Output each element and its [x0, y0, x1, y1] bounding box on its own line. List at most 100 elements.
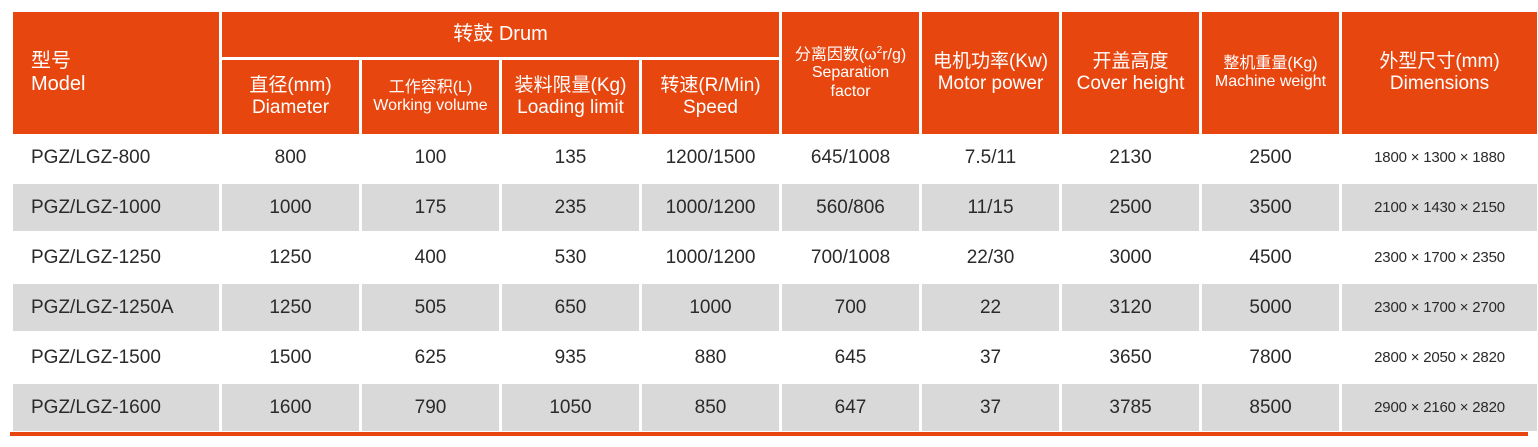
weight-cell: 4500: [1202, 234, 1340, 284]
dimensions-cell: 2100 × 1430 × 2150: [1342, 184, 1538, 234]
model-cell: PGZ/LGZ-1250: [13, 234, 219, 284]
weight-cell: 7800: [1202, 334, 1340, 384]
loading-cell: 235: [502, 184, 639, 234]
separation-header-cn: 分离因数(ω2r/g): [794, 44, 907, 64]
loading-cell: 135: [502, 134, 639, 184]
weight-cell: 5000: [1202, 284, 1340, 334]
dimensions-header-en: Dimensions: [1389, 73, 1490, 94]
loading-cell: 530: [502, 234, 639, 284]
separation-header-en-1: Separation: [811, 64, 890, 82]
model-cell: PGZ/LGZ-1250A: [13, 284, 219, 334]
model-header: 型号 Model: [13, 12, 219, 134]
separation-cell: 645/1008: [782, 134, 920, 184]
separation-cell: 700: [782, 284, 920, 334]
dimensions-cell: 2300 × 1700 × 2350: [1342, 234, 1538, 284]
cover-cell: 3785: [1062, 384, 1200, 434]
speed-cell: 1000/1200: [642, 184, 780, 234]
volume-cell: 505: [362, 284, 499, 334]
table-body: PGZ/LGZ-800 800 100 135 1200/1500 645/10…: [13, 134, 1538, 434]
dimensions-cell: 1800 × 1300 × 1880: [1342, 134, 1538, 184]
weight-cell: 2500: [1202, 134, 1340, 184]
table-header: 型号 Model 转鼓 Drum 分离因数(ω2r/g) Separation …: [13, 12, 1538, 134]
separation-cell: 647: [782, 384, 920, 434]
volume-header-cn: 工作容积(L): [388, 78, 473, 96]
speed-cell: 1000: [642, 284, 780, 334]
cover-header: 开盖高度 Cover height: [1062, 12, 1200, 134]
weight-header: 整机重量(Kg) Machine weight: [1202, 12, 1340, 134]
drum-group-header: 转鼓 Drum: [222, 12, 780, 60]
speed-cell: 850: [642, 384, 780, 434]
model-cell: PGZ/LGZ-1500: [13, 334, 219, 384]
weight-cell: 3500: [1202, 184, 1340, 234]
model-header-cn: 型号: [31, 50, 71, 72]
spec-table: 型号 Model 转鼓 Drum 分离因数(ω2r/g) Separation …: [10, 12, 1538, 434]
motor-header-cn: 电机功率(Kw): [932, 51, 1049, 73]
cover-cell: 3120: [1062, 284, 1200, 334]
volume-cell: 175: [362, 184, 499, 234]
separation-header: 分离因数(ω2r/g) Separation factor: [782, 12, 920, 134]
dimensions-cell: 2300 × 1700 × 2700: [1342, 284, 1538, 334]
motor-cell: 11/15: [922, 184, 1060, 234]
model-header-en: Model: [31, 73, 86, 95]
table-row: PGZ/LGZ-800 800 100 135 1200/1500 645/10…: [13, 134, 1538, 184]
separation-header-en-2: factor: [830, 82, 871, 100]
volume-header-en: Working volume: [373, 97, 488, 114]
diameter-cell: 1250: [222, 234, 359, 284]
diameter-cell: 1500: [222, 334, 359, 384]
weight-header-en: Machine weight: [1214, 73, 1327, 90]
loading-cell: 650: [502, 284, 639, 334]
loading-cell: 1050: [502, 384, 639, 434]
volume-cell: 625: [362, 334, 499, 384]
separation-cell: 560/806: [782, 184, 920, 234]
model-cell: PGZ/LGZ-1000: [13, 184, 219, 234]
diameter-header-en: Diameter: [251, 97, 330, 118]
speed-cell: 1200/1500: [642, 134, 780, 184]
motor-cell: 37: [922, 384, 1060, 434]
diameter-cell: 1000: [222, 184, 359, 234]
speed-cell: 880: [642, 334, 780, 384]
dimensions-cell: 2800 × 2050 × 2820: [1342, 334, 1538, 384]
table-row: PGZ/LGZ-1600 1600 790 1050 850 647 37 37…: [13, 384, 1538, 434]
loading-header-en: Loading limit: [517, 97, 624, 118]
volume-cell: 100: [362, 134, 499, 184]
dimensions-header-cn: 外型尺寸(mm): [1379, 51, 1500, 73]
volume-header: 工作容积(L) Working volume: [362, 60, 499, 134]
cover-cell: 2130: [1062, 134, 1200, 184]
cover-cell: 3650: [1062, 334, 1200, 384]
table-row: PGZ/LGZ-1500 1500 625 935 880 645 37 365…: [13, 334, 1538, 384]
motor-header-en: Motor power: [937, 73, 1044, 94]
weight-cell: 8500: [1202, 384, 1340, 434]
motor-cell: 7.5/11: [922, 134, 1060, 184]
separation-cell: 700/1008: [782, 234, 920, 284]
motor-cell: 22/30: [922, 234, 1060, 284]
loading-header: 装料限量(Kg) Loading limit: [502, 60, 639, 134]
dimensions-header: 外型尺寸(mm) Dimensions: [1342, 12, 1538, 134]
weight-header-cn: 整机重量(Kg): [1223, 54, 1318, 72]
speed-header: 转速(R/Min) Speed: [642, 60, 780, 134]
volume-cell: 400: [362, 234, 499, 284]
loading-header-cn: 装料限量(Kg): [514, 75, 627, 97]
cover-header-en: Cover height: [1076, 73, 1185, 94]
model-cell: PGZ/LGZ-800: [13, 134, 219, 184]
motor-cell: 37: [922, 334, 1060, 384]
motor-header: 电机功率(Kw) Motor power: [922, 12, 1060, 134]
volume-cell: 790: [362, 384, 499, 434]
table-row: PGZ/LGZ-1250 1250 400 530 1000/1200 700/…: [13, 234, 1538, 284]
speed-header-cn: 转速(R/Min): [660, 75, 761, 97]
diameter-cell: 1250: [222, 284, 359, 334]
speed-header-en: Speed: [683, 97, 738, 118]
diameter-header-cn: 直径(mm): [249, 75, 332, 97]
loading-cell: 935: [502, 334, 639, 384]
table-row: PGZ/LGZ-1250A 1250 505 650 1000 700 22 3…: [13, 284, 1538, 334]
diameter-cell: 800: [222, 134, 359, 184]
diameter-header: 直径(mm) Diameter: [222, 60, 359, 134]
cover-cell: 2500: [1062, 184, 1200, 234]
separation-cell: 645: [782, 334, 920, 384]
dimensions-cell: 2900 × 2160 × 2820: [1342, 384, 1538, 434]
motor-cell: 22: [922, 284, 1060, 334]
speed-cell: 1000/1200: [642, 234, 780, 284]
cover-header-cn: 开盖高度: [1092, 51, 1169, 73]
table-row: PGZ/LGZ-1000 1000 175 235 1000/1200 560/…: [13, 184, 1538, 234]
cover-cell: 3000: [1062, 234, 1200, 284]
bottom-divider: [10, 432, 1528, 436]
